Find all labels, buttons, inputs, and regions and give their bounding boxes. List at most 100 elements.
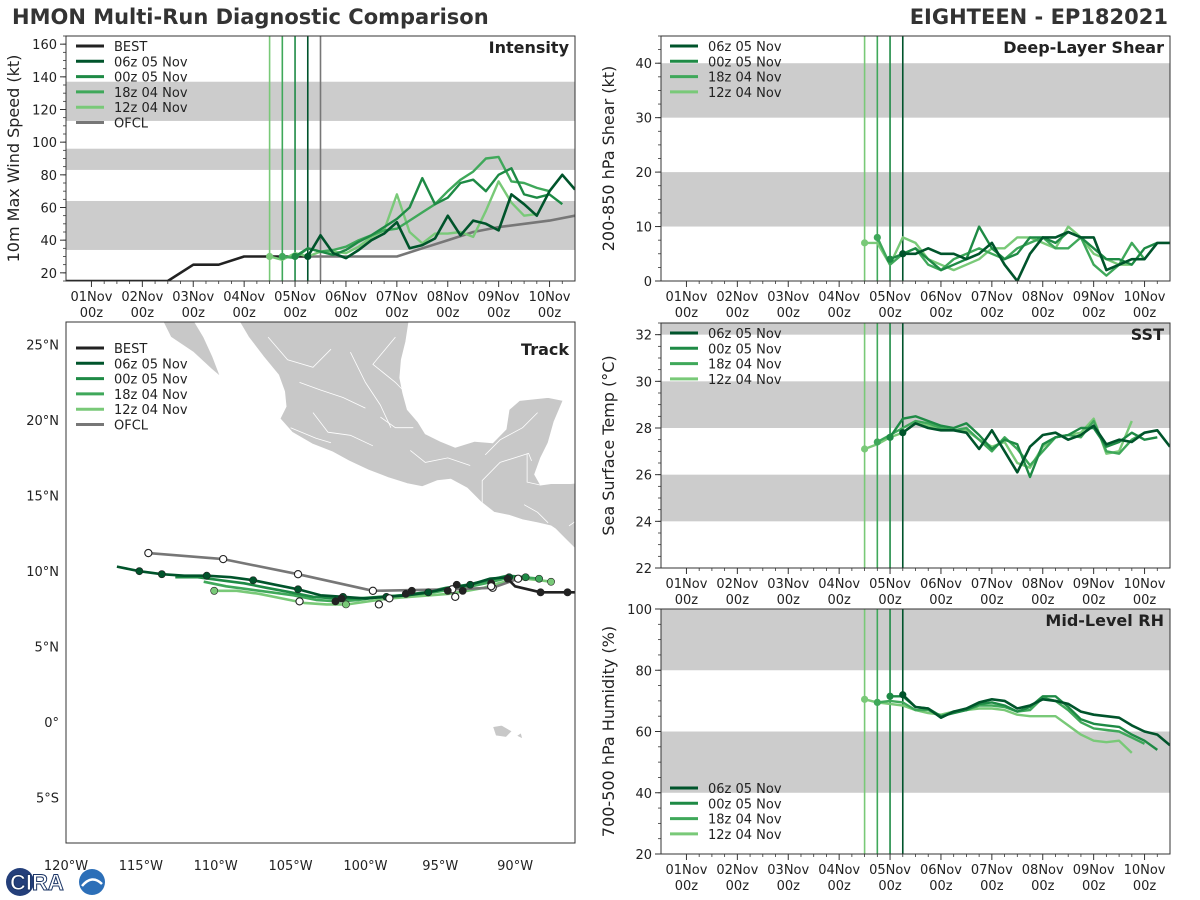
x-tick-label: 10Nov [1124, 577, 1166, 592]
y-tick-label: 20 [40, 267, 57, 282]
x-tick-label: 00z [1133, 593, 1157, 608]
legend-label: 18z 04 Nov [114, 86, 188, 101]
x-tick-label: 00z [538, 306, 562, 321]
y-tick-label: 100 [32, 136, 57, 151]
chart-intensity: 2040608010012014016001Nov00z02Nov00z03No… [4, 35, 576, 321]
x-tick-label: 03Nov [767, 577, 809, 592]
state-border [410, 450, 471, 466]
legend-label: 00z 05 Nov [708, 797, 782, 812]
series-line-06z-05-nov [901, 693, 1170, 747]
cira-logo: CIRA [6, 868, 105, 896]
y-tick-label: 32 [635, 329, 652, 344]
chart-sst: 22242628303201Nov00z02Nov00z03Nov00z04No… [599, 322, 1171, 608]
x-tick-label: 07Nov [971, 863, 1013, 878]
y-tick-label: 60 [635, 726, 652, 741]
longitude-label: 100°W [343, 859, 387, 874]
x-tick-label: 00z [334, 306, 358, 321]
x-tick-label: 00z [878, 593, 902, 608]
x-tick-label: 08Nov [1022, 577, 1064, 592]
track-position-point [135, 567, 144, 576]
x-tick-label: 00z [385, 306, 409, 321]
track-position-point [293, 570, 303, 579]
y-axis-label: 700-500 hPa Humidity (%) [599, 626, 618, 837]
y-tick-label: 80 [635, 664, 652, 679]
x-tick-label: 06Nov [325, 290, 367, 305]
longitude-label: 110°W [194, 859, 238, 874]
state-border [350, 352, 392, 428]
track-line-best [506, 577, 575, 594]
series-line-18z-04-nov [282, 155, 550, 260]
x-tick-label: 00z [1082, 306, 1106, 321]
threshold-band [661, 609, 1170, 671]
x-tick-label: 08Nov [427, 290, 469, 305]
series-line-ofcl [307, 214, 575, 258]
x-tick-label: 10Nov [1124, 863, 1166, 878]
x-tick-label: 07Nov [376, 290, 418, 305]
track-position-point [368, 586, 378, 595]
latitude-label: 15°N [26, 490, 59, 505]
track-position-point [295, 597, 304, 606]
y-tick-label: 120 [32, 104, 57, 119]
track-position-point [249, 576, 258, 585]
x-tick-label: 00z [777, 306, 801, 321]
x-tick-label: 00z [929, 879, 953, 894]
track-position-point [547, 577, 555, 586]
y-tick-label: 28 [635, 422, 652, 437]
x-tick-label: 00z [929, 593, 953, 608]
legend-label: 06z 05 Nov [708, 782, 782, 797]
legend-label: 12z 04 Nov [708, 373, 782, 388]
x-tick-label: 02Nov [716, 290, 758, 305]
legend-label: 06z 05 Nov [114, 357, 188, 372]
legend-label: 00z 05 Nov [114, 71, 188, 86]
logo-satellite-icon [79, 869, 105, 895]
track-position-point [342, 600, 350, 609]
threshold-band [661, 63, 1170, 118]
plot-area-rh [661, 609, 1170, 854]
latitude-label: 5°N [35, 641, 60, 656]
track-position-point [466, 580, 475, 589]
x-tick-label: 01Nov [665, 863, 707, 878]
x-tick-label: 01Nov [665, 577, 707, 592]
series-line-06z-05-nov [306, 173, 575, 260]
state-border [580, 555, 610, 560]
x-tick-label: 03Nov [172, 290, 214, 305]
state-border [299, 382, 366, 409]
legend-label: 18z 04 Nov [708, 358, 782, 373]
legend-label: OFCL [114, 117, 149, 132]
series-start-point [899, 429, 907, 437]
legend-label: BEST [114, 40, 147, 55]
y-tick-label: 40 [40, 234, 57, 249]
legend-label: OFCL [114, 419, 149, 434]
x-tick-label: 09Nov [1073, 290, 1115, 305]
x-tick-label: 05Nov [869, 290, 911, 305]
series-start-point [304, 252, 312, 261]
x-tick-label: 06Nov [920, 863, 962, 878]
x-tick-label: 00z [726, 306, 750, 321]
longitude-label: 115°W [119, 859, 163, 874]
x-tick-label: 00z [878, 306, 902, 321]
track-position-point [407, 586, 416, 595]
series-line-06z-05-nov [902, 421, 1170, 474]
longitude-label: 120°W [44, 859, 88, 874]
series-start-point [899, 691, 907, 699]
track-position-point [458, 586, 467, 595]
track-position-point [210, 586, 219, 595]
y-tick-label: 140 [32, 71, 57, 86]
x-tick-label: 00z [878, 879, 902, 894]
y-tick-label: 20 [635, 848, 652, 863]
x-tick-label: 00z [232, 306, 256, 321]
x-tick-label: 09Nov [1073, 863, 1115, 878]
threshold-band [661, 172, 1170, 227]
legend-label: BEST [114, 342, 147, 357]
y-tick-label: 10 [635, 221, 652, 236]
chart-title: SST [1131, 325, 1164, 344]
x-tick-label: 09Nov [1073, 577, 1115, 592]
x-tick-label: 00z [929, 306, 953, 321]
x-tick-label: 00z [1031, 879, 1055, 894]
chart-shear: 01020304001Nov00z02Nov00z03Nov00z04Nov00… [599, 35, 1171, 321]
series-line-12z-04-nov [864, 698, 1133, 754]
series-start-point [873, 438, 881, 446]
track-position-point [385, 594, 394, 603]
x-tick-label: 00z [777, 593, 801, 608]
track-position-point [487, 582, 496, 591]
